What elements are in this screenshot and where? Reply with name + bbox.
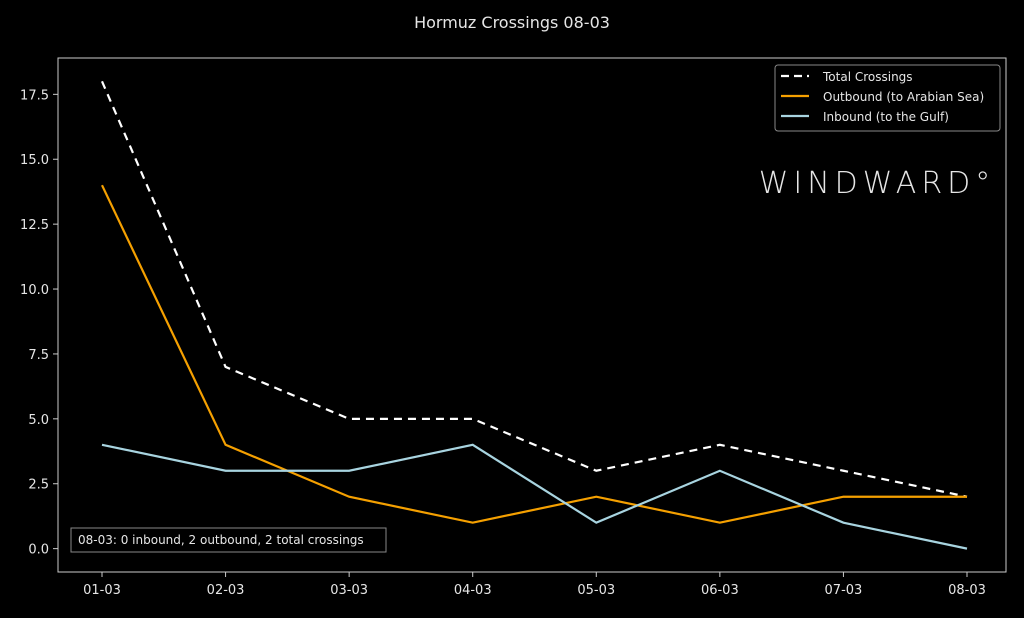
x-tick-label: 05-03 bbox=[577, 583, 615, 598]
legend-label: Total Crossings bbox=[822, 70, 913, 84]
legend-label: Inbound (to the Gulf) bbox=[823, 110, 949, 124]
legend: Total Crossings Outbound (to Arabian Sea)… bbox=[775, 65, 1000, 131]
y-tick-label: 12.5 bbox=[20, 218, 49, 233]
series-lines bbox=[102, 81, 967, 548]
annotation-text: 08-03: 0 inbound, 2 outbound, 2 total cr… bbox=[78, 533, 364, 547]
x-tick-label: 04-03 bbox=[454, 583, 492, 598]
series-line-1 bbox=[102, 185, 967, 522]
x-tick-label: 07-03 bbox=[825, 583, 863, 598]
x-tick-label: 01-03 bbox=[83, 583, 121, 598]
x-tick-label: 03-03 bbox=[330, 583, 368, 598]
y-tick-label: 2.5 bbox=[28, 478, 49, 493]
y-axis: 0.0 2.5 5.0 7.5 10.0 12.5 15.0 17.5 bbox=[20, 88, 58, 557]
plot-frame bbox=[58, 58, 1006, 572]
y-tick-label: 0.0 bbox=[28, 543, 49, 558]
x-tick-label: 02-03 bbox=[207, 583, 245, 598]
series-line-0 bbox=[102, 81, 967, 496]
x-tick-label: 08-03 bbox=[948, 583, 986, 598]
y-tick-label: 10.0 bbox=[20, 283, 49, 298]
y-tick-label: 7.5 bbox=[28, 348, 49, 363]
x-axis: 01-03 02-03 03-03 04-03 05-03 06-03 07-03 08-03 bbox=[83, 572, 986, 598]
chart-title: Hormuz Crossings 08-03 bbox=[414, 13, 610, 32]
windward-logo: WINDWARD° bbox=[759, 166, 996, 201]
y-tick-label: 15.0 bbox=[20, 153, 49, 168]
y-tick-label: 5.0 bbox=[28, 413, 49, 428]
annotation-box: 08-03: 0 inbound, 2 outbound, 2 total cr… bbox=[71, 528, 386, 552]
legend-label: Outbound (to Arabian Sea) bbox=[823, 90, 984, 104]
y-tick-label: 17.5 bbox=[20, 88, 49, 103]
x-tick-label: 06-03 bbox=[701, 583, 739, 598]
